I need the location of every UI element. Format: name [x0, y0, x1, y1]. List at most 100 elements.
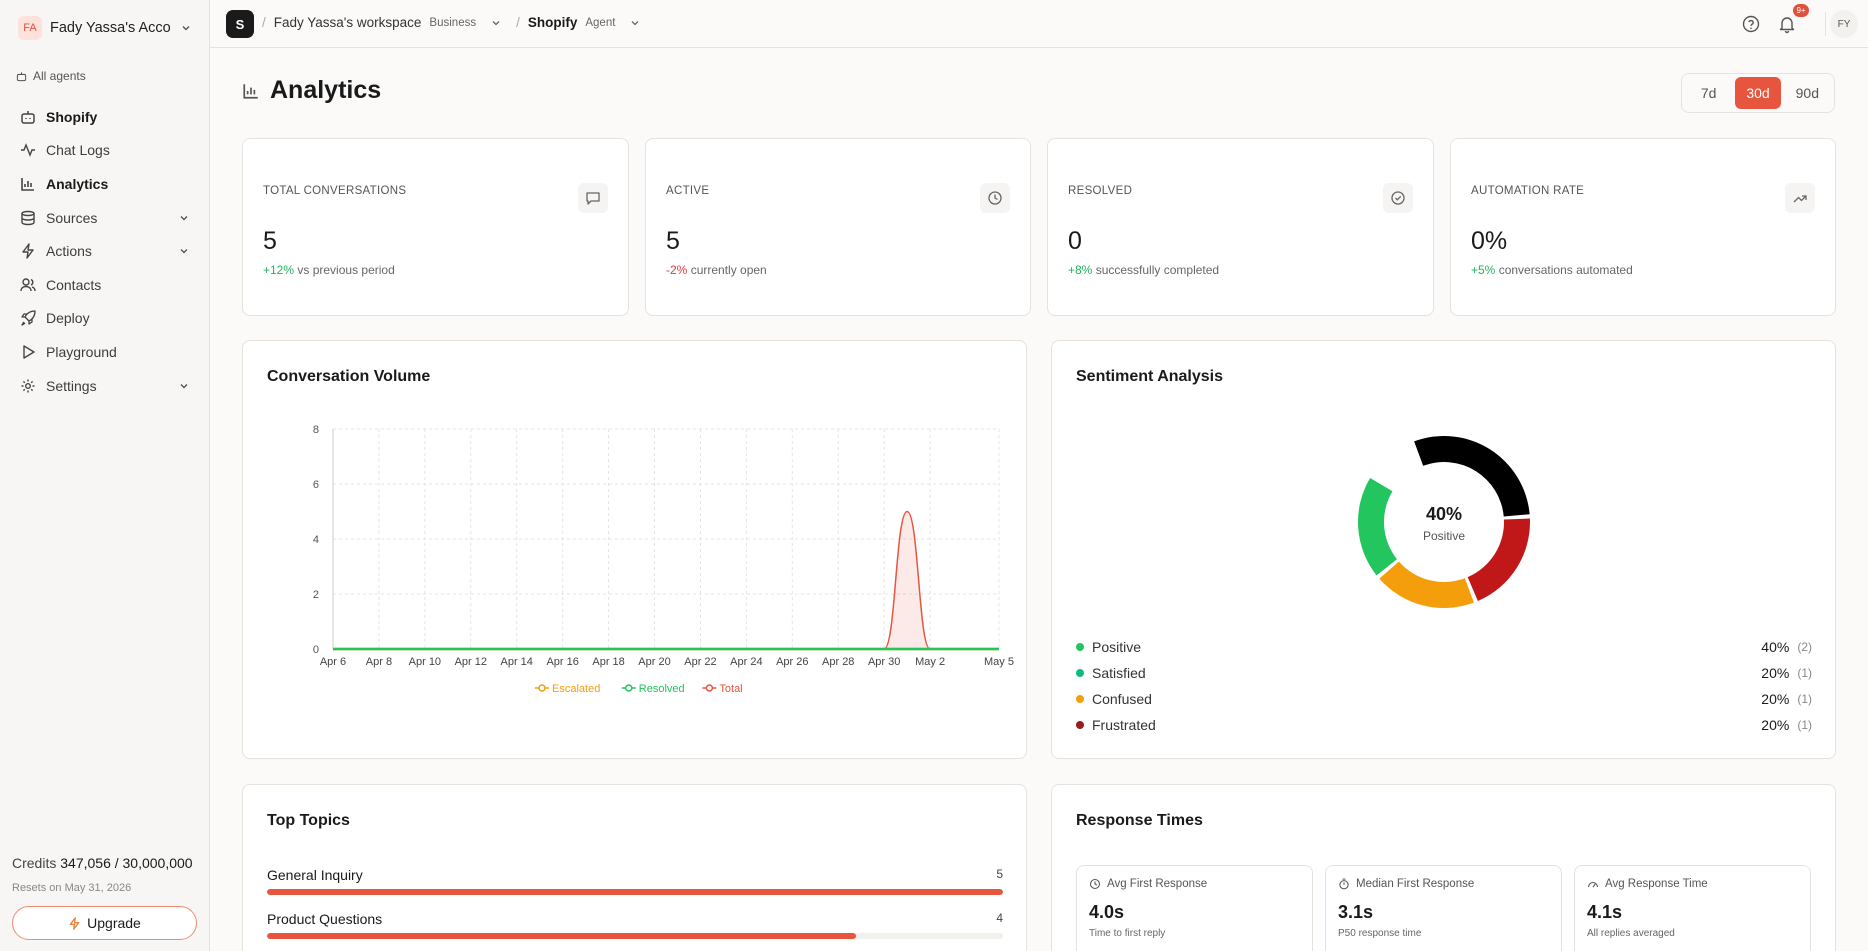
- response-note: P50 response time: [1338, 928, 1422, 939]
- response-card-median-first: Median First Response 3.1s P50 response …: [1325, 865, 1562, 951]
- sentiment-name: Frustrated: [1092, 717, 1156, 733]
- stat-change: -2% currently open: [666, 263, 767, 277]
- x-tick-label: Apr 26: [776, 656, 808, 668]
- user-avatar[interactable]: FY: [1830, 10, 1858, 38]
- breadcrumb-separator: /: [516, 15, 520, 30]
- workspace-name[interactable]: Fady Yassa's workspace: [273, 15, 422, 30]
- sentiment-name: Confused: [1092, 691, 1152, 707]
- conversation-volume-chart: 0 2 4 6 8 Apr 6 Apr 8 Apr 10 Apr 12 Apr 14 Apr 16 A…: [313, 424, 1014, 695]
- topic-bar-track: [267, 933, 1003, 939]
- chevron-down-icon[interactable]: [490, 17, 502, 29]
- sidebar-item-playground[interactable]: Playground: [12, 335, 198, 369]
- sidebar-item-label: Chat Logs: [46, 142, 110, 159]
- rocket-icon: [21, 310, 36, 327]
- bar-chart-icon: [21, 177, 34, 191]
- all-agents-link[interactable]: All agents: [16, 69, 86, 83]
- sidebar-item-analytics[interactable]: Analytics: [12, 167, 198, 201]
- x-tick-label: Apr 12: [455, 656, 487, 668]
- response-note: All replies averaged: [1587, 928, 1675, 939]
- page-title: Analytics: [242, 76, 381, 105]
- database-icon: [21, 210, 35, 225]
- help-icon[interactable]: [1741, 14, 1761, 34]
- response-card-avg-response: Avg Response Time 4.1s All replies avera…: [1574, 865, 1811, 951]
- message-icon: [578, 183, 608, 213]
- x-tick-label: Apr 30: [868, 656, 900, 668]
- sentiment-donut-chart: 40% Positive: [1358, 436, 1530, 608]
- page-title-text: Analytics: [270, 76, 382, 104]
- agent-name[interactable]: Shopify: [527, 15, 578, 30]
- sentiment-percent: 40%: [1761, 639, 1790, 655]
- topic-name: General Inquiry: [267, 867, 363, 883]
- donut-segment: [1467, 518, 1530, 602]
- sidebar-item-deploy[interactable]: Deploy: [12, 302, 198, 336]
- response-card-avg-first: Avg First Response 4.0s Time to first re…: [1076, 865, 1313, 951]
- y-tick-label: 8: [313, 424, 319, 436]
- x-tick-label: Apr 24: [730, 656, 762, 668]
- sentiment-count: (2): [1797, 640, 1812, 654]
- topic-item: General Inquiry 5: [267, 867, 1003, 895]
- sidebar-item-label: Analytics: [46, 175, 109, 192]
- stat-card-total-conversations: TOTAL CONVERSATIONS 5 +12% vs previous p…: [242, 138, 629, 316]
- stat-change: +5% conversations automated: [1471, 263, 1633, 277]
- donut-center-label: Positive: [1423, 529, 1465, 543]
- check-circle-icon: [1383, 183, 1413, 213]
- stat-change-note: successfully completed: [1095, 263, 1220, 277]
- credits-value: 347,056 / 30,000,000: [60, 855, 193, 871]
- bell-icon[interactable]: [1777, 14, 1797, 34]
- timer-icon: [1339, 878, 1349, 890]
- legend-dot: [1076, 669, 1084, 677]
- stat-change-note: conversations automated: [1498, 263, 1633, 277]
- x-tick-label: Apr 18: [592, 656, 624, 668]
- range-7d-button[interactable]: 7d: [1700, 85, 1717, 101]
- stat-change: +8% successfully completed: [1068, 263, 1219, 277]
- workspace-logo[interactable]: S: [226, 10, 254, 38]
- bar-chart-icon: [243, 83, 258, 99]
- stat-label: ACTIVE: [666, 185, 710, 197]
- account-switcher[interactable]: FA Fady Yassa's Acco...: [12, 12, 198, 44]
- x-tick-label: Apr 14: [501, 656, 533, 668]
- stat-value: 5: [666, 227, 680, 255]
- sidebar-item-label: Deploy: [46, 310, 90, 327]
- card-title: Top Topics: [267, 812, 350, 829]
- sidebar-item-actions[interactable]: Actions: [12, 234, 198, 268]
- chevron-down-icon[interactable]: [629, 17, 641, 29]
- sidebar-nav: Shopify Chat Logs Analytics Sources Acti…: [12, 100, 198, 402]
- date-range-selector: 7d 30d 90d: [1681, 73, 1835, 113]
- sidebar-item-sources[interactable]: Sources: [12, 201, 198, 235]
- x-tick-label: Apr 20: [638, 656, 670, 668]
- stat-change-value: +5%: [1471, 263, 1496, 277]
- topic-bar-track: [267, 889, 1003, 895]
- stat-change-value: -2%: [666, 263, 688, 277]
- sidebar-item-settings[interactable]: Settings: [12, 369, 198, 403]
- response-times-card: Response Times Avg First Response 4.0s T…: [1051, 784, 1836, 951]
- sidebar-item-contacts[interactable]: Contacts: [12, 268, 198, 302]
- range-30d-button[interactable]: 30d: [1735, 77, 1781, 109]
- sidebar-item-shopify[interactable]: Shopify: [12, 100, 198, 134]
- sentiment-name: Positive: [1092, 639, 1142, 655]
- response-value: 4.0s: [1089, 902, 1125, 922]
- gear-icon: [21, 379, 35, 393]
- account-name: Fady Yassa's Acco...: [50, 20, 172, 36]
- topic-count: 4: [996, 911, 1003, 925]
- topic-name: Product Questions: [267, 911, 383, 927]
- response-value: 3.1s: [1338, 902, 1374, 922]
- zap-icon: [69, 916, 80, 930]
- stat-label: RESOLVED: [1068, 185, 1133, 197]
- agent-tag: Agent: [585, 16, 616, 29]
- y-tick-label: 4: [313, 534, 319, 546]
- credits-reset-date: Resets on May 31, 2026: [12, 882, 132, 894]
- sentiment-percent: 20%: [1761, 665, 1790, 681]
- bot-icon: [16, 71, 27, 81]
- sidebar-item-chat-logs[interactable]: Chat Logs: [12, 134, 198, 168]
- legend-label: Total: [719, 683, 742, 695]
- clock-icon: [1089, 878, 1101, 890]
- legend-label: Escalated: [552, 683, 600, 695]
- upgrade-button[interactable]: Upgrade: [12, 906, 197, 940]
- topic-count: 5: [996, 867, 1003, 881]
- legend-label: Resolved: [639, 683, 685, 695]
- range-90d-button[interactable]: 90d: [1795, 85, 1819, 101]
- x-tick-label: Apr 16: [546, 656, 578, 668]
- donut-segment: [1414, 436, 1530, 517]
- sentiment-percent: 20%: [1761, 717, 1790, 733]
- y-tick-label: 6: [313, 479, 319, 491]
